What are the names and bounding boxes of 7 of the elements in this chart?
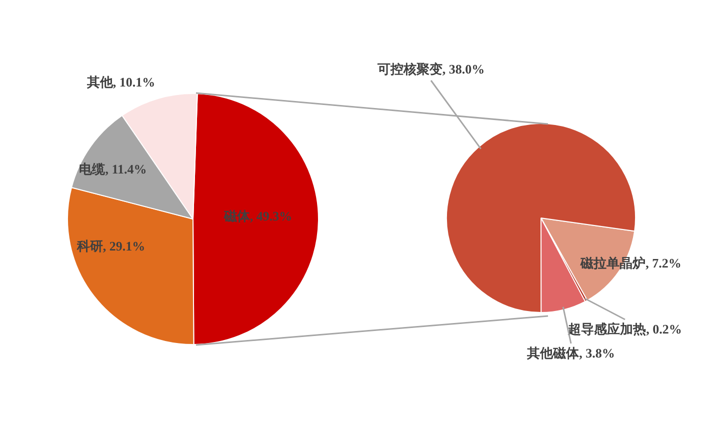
slice-label: 可控核聚变, 38.0% <box>376 61 485 76</box>
slice-label: 其他磁体, 3.8% <box>526 345 615 360</box>
slice-label: 科研, 29.1% <box>76 238 146 254</box>
slice-label: 磁体, 49.3% <box>222 208 292 224</box>
slice-label: 超导感应加热, 0.2% <box>567 321 682 336</box>
slice-label: 其他, 10.1% <box>86 74 156 90</box>
slice-label: 电缆, 11.4% <box>79 161 147 176</box>
